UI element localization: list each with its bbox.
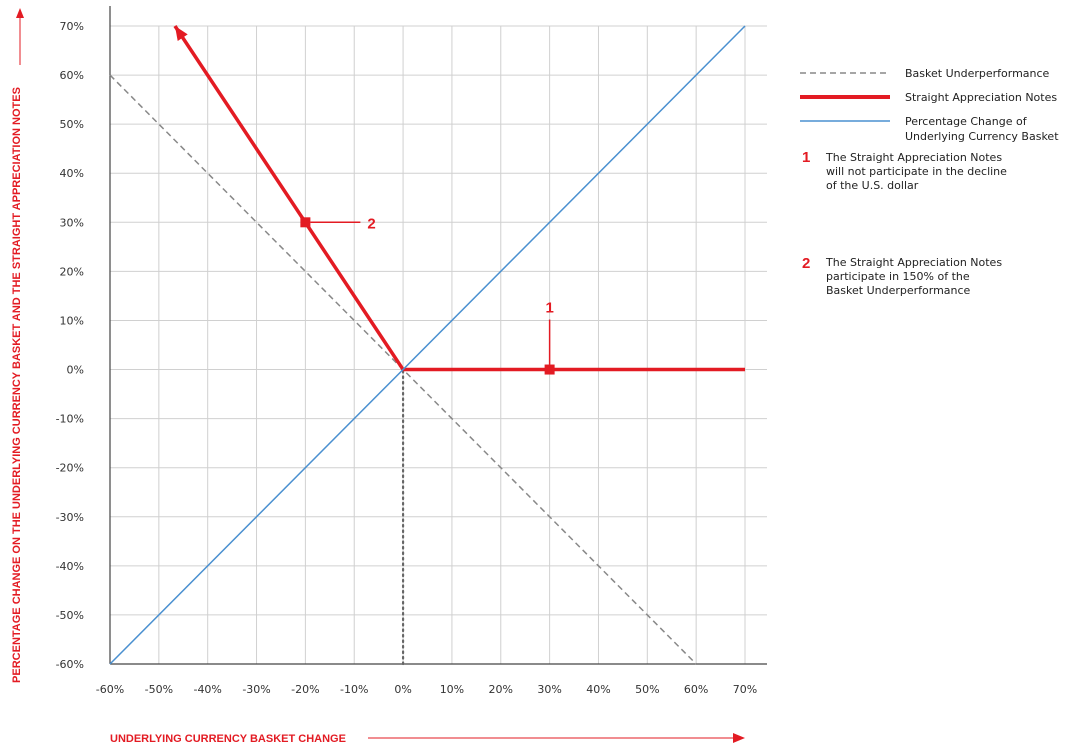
x-tick-label: -30%: [242, 683, 270, 696]
x-axis-title-group: UNDERLYING CURRENCY BASKET CHANGE: [110, 733, 745, 745]
y-tick-label: -10%: [56, 413, 84, 426]
legend-label-straight-appreciation-notes: Straight Appreciation Notes: [905, 91, 1057, 104]
x-tick-label: 30%: [537, 683, 561, 696]
note-2-number: 2: [802, 255, 810, 272]
annotation-marker-1: [544, 364, 555, 375]
axes: [109, 6, 767, 665]
note-1-text: The Straight Appreciation Notes will not …: [825, 151, 1007, 192]
legend: Basket Underperformance Straight Appreci…: [800, 67, 1059, 297]
x-tick-label: 20%: [489, 683, 513, 696]
x-axis-title-arrowhead: [733, 733, 745, 743]
text-line: The Straight Appreciation Notes: [825, 151, 1002, 164]
x-tick-label: -20%: [291, 683, 319, 696]
text-line: Underlying Currency Basket: [905, 130, 1059, 143]
x-tick-label: -10%: [340, 683, 368, 696]
grid-lines: [110, 25, 767, 664]
annotation-label-1: 1: [545, 300, 553, 317]
y-tick-label: -60%: [56, 658, 84, 671]
y-tick-label: 0%: [67, 364, 84, 377]
text-line: will not participate in the decline: [826, 165, 1007, 178]
tick-labels: -60% -50% -40% -30% -20% -10% 0% 10% 20% 30% 40% 50…: [56, 20, 758, 696]
annotation-label-2: 2: [367, 215, 375, 232]
series-lines: [109, 25, 746, 666]
y-axis-title-arrowhead: [16, 8, 24, 18]
legend-label-basket-underperformance: Basket Underperformance: [905, 67, 1050, 80]
text-line: of the U.S. dollar: [826, 179, 919, 192]
legend-label-percentage-change: Percentage Change of Underlying Currency …: [905, 115, 1059, 143]
x-tick-label: 70%: [733, 683, 757, 696]
text-line: participate in 150% of the: [826, 270, 970, 283]
y-tick-label: -30%: [56, 511, 84, 524]
note-2-text: The Straight Appreciation Notes participa…: [825, 256, 1002, 297]
y-tick-label: 50%: [60, 118, 84, 131]
x-tick-label: 10%: [440, 683, 464, 696]
annotation-markers: 12: [300, 215, 555, 375]
series-straight-appreciation-notes: [173, 25, 745, 372]
text-line: Percentage Change of: [905, 115, 1028, 128]
y-axis-title-group: PERCENTAGE CHANGE ON THE UNDERLYING CURR…: [11, 8, 24, 683]
x-tick-label: -50%: [145, 683, 173, 696]
y-tick-label: 60%: [60, 69, 84, 82]
straight-appreciation-notes-arrowhead: [174, 26, 188, 41]
y-tick-label: -40%: [56, 560, 84, 573]
note-1-number: 1: [802, 149, 810, 166]
x-tick-label: 60%: [684, 683, 708, 696]
y-tick-label: 70%: [60, 20, 84, 33]
y-tick-label: 20%: [60, 265, 84, 278]
text-line: The Straight Appreciation Notes: [825, 256, 1002, 269]
x-tick-label: -60%: [96, 683, 124, 696]
x-tick-label: 50%: [635, 683, 659, 696]
x-tick-label: 40%: [586, 683, 610, 696]
y-tick-label: -50%: [56, 609, 84, 622]
text-line: Basket Underperformance: [826, 284, 971, 297]
y-tick-label: 30%: [60, 216, 84, 229]
x-tick-label: 0%: [394, 683, 411, 696]
y-tick-label: 40%: [60, 167, 84, 180]
annotation-marker-2: [300, 217, 311, 228]
series-percentage-change: [109, 25, 746, 665]
x-axis-title: UNDERLYING CURRENCY BASKET CHANGE: [110, 733, 346, 745]
y-tick-label: -20%: [56, 462, 84, 475]
x-tick-label: -40%: [193, 683, 221, 696]
y-tick-label: 10%: [60, 314, 84, 327]
y-axis-title: PERCENTAGE CHANGE ON THE UNDERLYING CURR…: [11, 87, 23, 683]
